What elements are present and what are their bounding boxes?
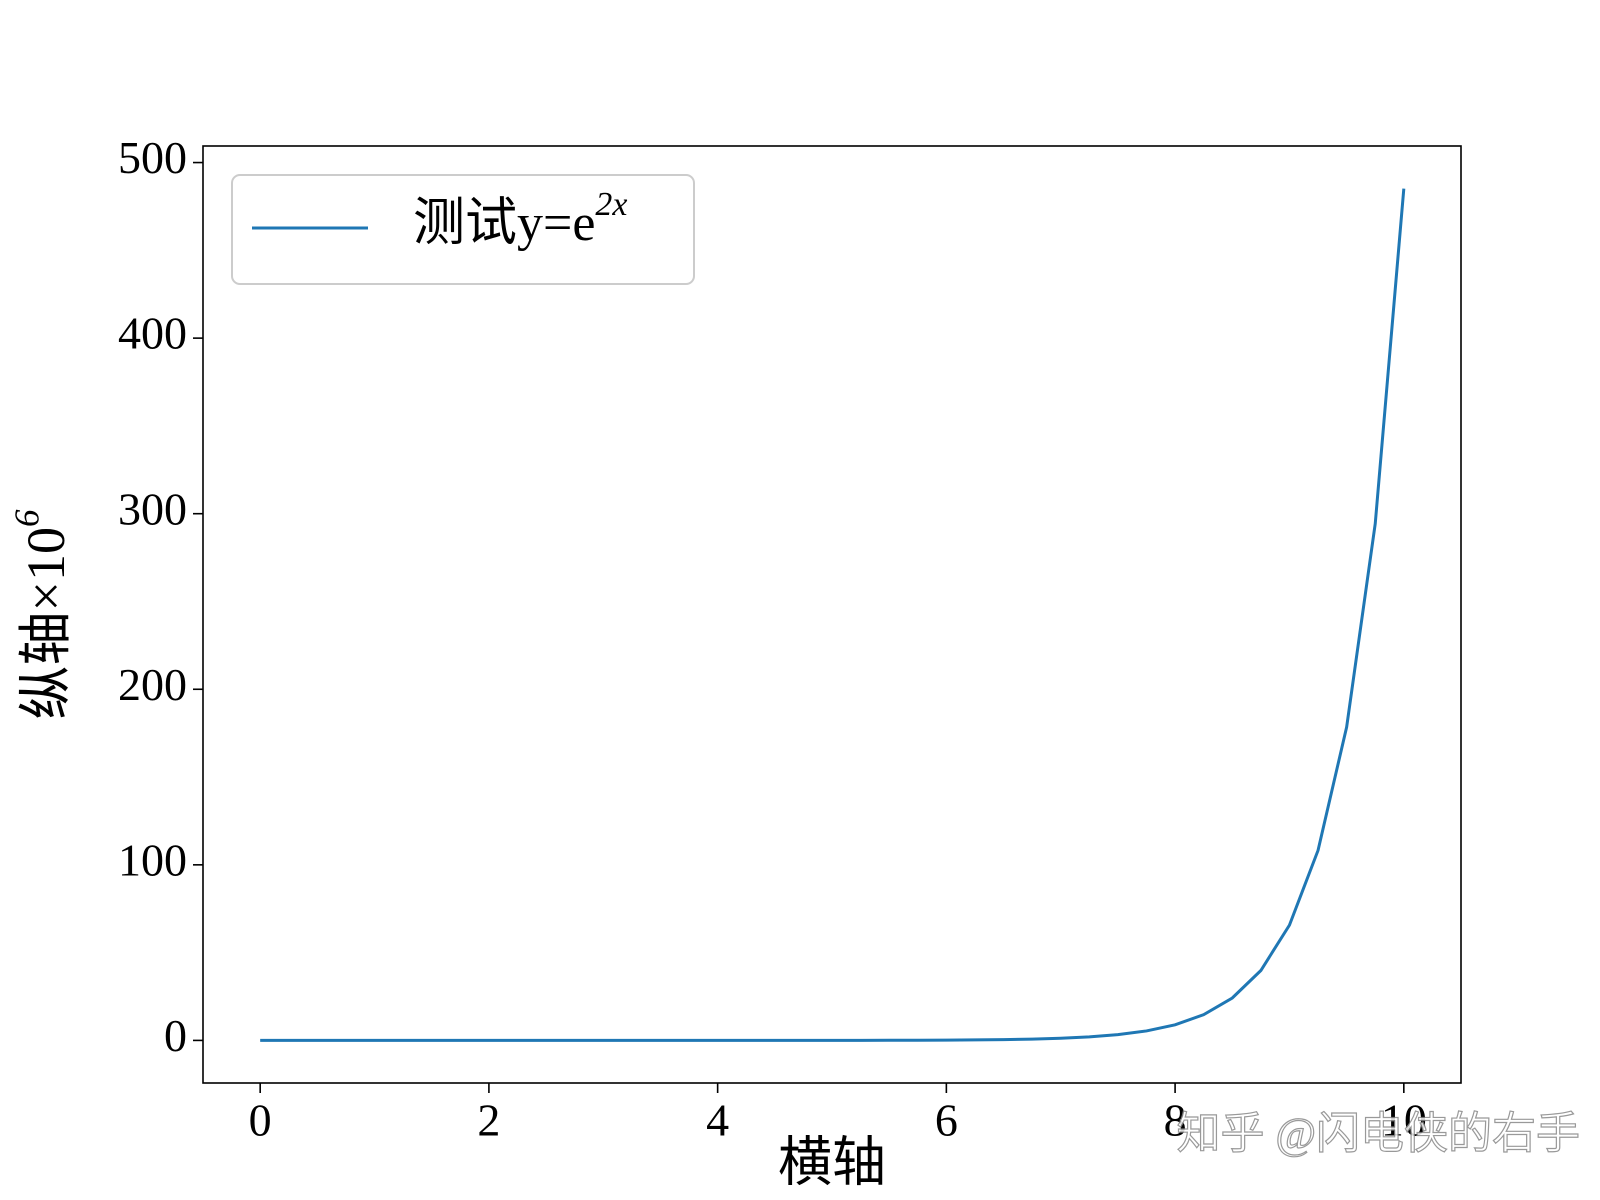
x-tick-label: 0 bbox=[249, 1095, 272, 1146]
x-tick-label: 10 bbox=[1381, 1095, 1427, 1146]
data-line bbox=[260, 188, 1406, 1042]
y-axis-label: 纵轴×106 bbox=[7, 509, 76, 719]
x-tick-label: 6 bbox=[935, 1095, 958, 1146]
watermark: 知乎 @闪电侠的右手 bbox=[1176, 1109, 1580, 1158]
plot-frame bbox=[202, 145, 1462, 1084]
x-tick-label: 2 bbox=[477, 1095, 500, 1146]
x-tick-label: 4 bbox=[706, 1095, 729, 1146]
legend-label: 测试y=e2x bbox=[413, 186, 627, 252]
legend-box bbox=[231, 174, 695, 285]
x-axis-label: 横轴 bbox=[778, 1132, 886, 1192]
y-tick-label: 500 bbox=[118, 132, 187, 183]
y-tick-label: 0 bbox=[164, 1010, 187, 1061]
y-tick-label: 100 bbox=[118, 834, 187, 885]
y-tick-label: 200 bbox=[118, 659, 187, 710]
x-tick-label: 8 bbox=[1164, 1095, 1187, 1146]
y-tick-label: 400 bbox=[118, 308, 187, 359]
y-tick-label: 300 bbox=[118, 483, 187, 534]
